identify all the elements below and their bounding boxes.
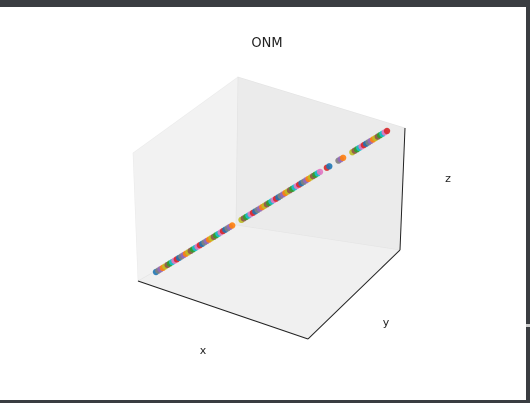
scatter-point (383, 127, 391, 135)
figure-canvas: ONM x y z (0, 7, 526, 400)
y-axis-line (307, 249, 401, 340)
chart-title: ONM (251, 36, 282, 51)
y-axis-label: y (383, 316, 390, 329)
resize-handle[interactable] (523, 324, 530, 327)
scatter-point (339, 154, 347, 161)
window-top-border (0, 0, 530, 7)
scatter-point (229, 222, 236, 229)
x-axis-label: x (200, 344, 207, 357)
window-bottom-border (0, 400, 530, 403)
3d-scatter-plot: ONM x y z (132, 36, 451, 357)
axes-panes (132, 76, 406, 340)
scatter-point (326, 163, 333, 170)
window-right-border (526, 0, 530, 403)
z-axis-label: z (445, 172, 451, 185)
back-right-pane (235, 76, 406, 251)
scatter-point (316, 168, 324, 176)
x-axis-line (137, 280, 309, 340)
axis-lines (137, 127, 406, 340)
z-axis-line (399, 127, 406, 251)
scatter-points (152, 127, 391, 276)
